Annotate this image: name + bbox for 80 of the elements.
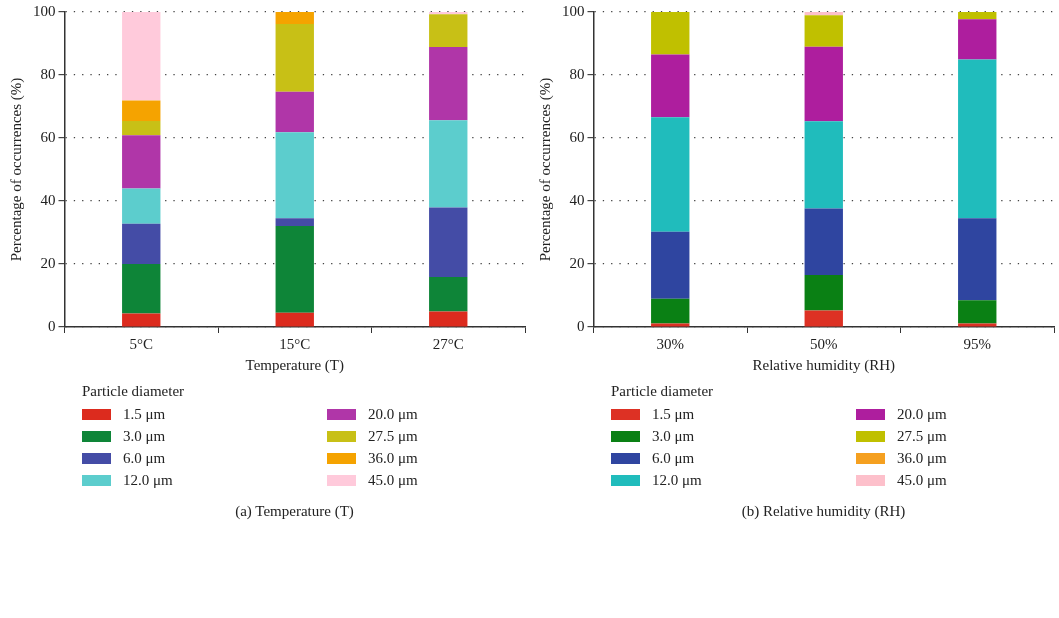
x-axis-title: Relative humidity (RH)	[752, 356, 895, 374]
bar	[651, 12, 690, 55]
legend-label: 20.0 μm	[897, 406, 947, 423]
bar	[122, 188, 161, 224]
bar	[958, 300, 997, 324]
x-axis-title: Temperature (T)	[245, 356, 344, 374]
bar	[122, 12, 161, 101]
bar	[275, 225, 314, 313]
text: (b) Relative humidity (RH)	[740, 503, 907, 520]
bar	[429, 276, 468, 312]
bar	[122, 223, 161, 264]
x-tick-label: 95%	[963, 335, 991, 352]
legend-label: 20.0 μm	[368, 406, 418, 423]
legend-title: Particle diameter	[82, 383, 186, 400]
bar	[804, 208, 843, 276]
y-tick-label: 0	[48, 317, 56, 334]
bar	[651, 117, 690, 232]
bar	[804, 310, 843, 327]
y-axis-title: Percentage of occurrences (%)	[536, 77, 554, 262]
legend-label: 3.0 μm	[652, 428, 695, 445]
y-tick-label: 40	[40, 191, 56, 208]
bar	[275, 218, 314, 226]
legend-label: 6.0 μm	[123, 450, 166, 467]
y-axis-title: Percentage of occurrences (%)	[7, 77, 25, 262]
bar	[275, 312, 314, 327]
legend-label: 36.0 μm	[897, 450, 947, 467]
bar	[958, 218, 997, 301]
text: (a) Temperature (T)	[234, 503, 355, 520]
legend-label: 6.0 μm	[652, 450, 695, 467]
bar	[429, 207, 468, 277]
bar	[429, 14, 468, 47]
x-tick-label: 27°C	[432, 335, 464, 352]
bar	[958, 59, 997, 219]
legend-label: 27.5 μm	[897, 428, 947, 445]
x-tick-label: 30%	[656, 335, 684, 352]
bar	[429, 46, 468, 121]
bar	[122, 264, 161, 314]
y-tick-label: 60	[40, 128, 56, 145]
bar	[804, 15, 843, 47]
y-tick-label: 0	[577, 317, 585, 334]
bar	[275, 132, 314, 219]
legend-label: 27.5 μm	[368, 428, 418, 445]
y-tick-label: 80	[40, 65, 56, 82]
bar	[275, 91, 314, 133]
bar	[804, 46, 843, 122]
bar	[804, 12, 843, 16]
y-tick-label: 100	[562, 2, 585, 19]
y-tick-label: 100	[33, 2, 56, 19]
x-tick-label: 5°C	[129, 335, 154, 352]
x-tick-label: 15°C	[279, 335, 311, 352]
legend-label: 45.0 μm	[368, 472, 418, 489]
bar	[122, 120, 161, 136]
bar	[958, 12, 997, 20]
legend-label: 1.5 μm	[652, 406, 695, 423]
bar	[275, 23, 314, 92]
legend-label: 45.0 μm	[897, 472, 947, 489]
bar	[275, 12, 314, 24]
y-tick-label: 20	[569, 254, 585, 271]
bar	[804, 121, 843, 209]
bar	[804, 275, 843, 311]
legend-label: 12.0 μm	[652, 472, 702, 489]
bar	[122, 313, 161, 327]
bar	[958, 19, 997, 60]
y-tick-label: 80	[569, 65, 585, 82]
bar	[122, 100, 161, 121]
bar	[122, 135, 161, 189]
bar	[429, 120, 468, 208]
bar	[651, 298, 690, 324]
bar	[651, 54, 690, 118]
legend-label: 36.0 μm	[368, 450, 418, 467]
legend-label: 12.0 μm	[123, 472, 173, 489]
legend-title: Particle diameter	[611, 383, 715, 400]
legend-label: 1.5 μm	[123, 406, 166, 423]
y-tick-label: 60	[569, 128, 585, 145]
x-tick-label: 50%	[810, 335, 838, 352]
bar	[651, 231, 690, 299]
bar	[429, 311, 468, 327]
y-tick-label: 20	[40, 254, 56, 271]
y-tick-label: 40	[569, 191, 585, 208]
legend-label: 3.0 μm	[123, 428, 166, 445]
